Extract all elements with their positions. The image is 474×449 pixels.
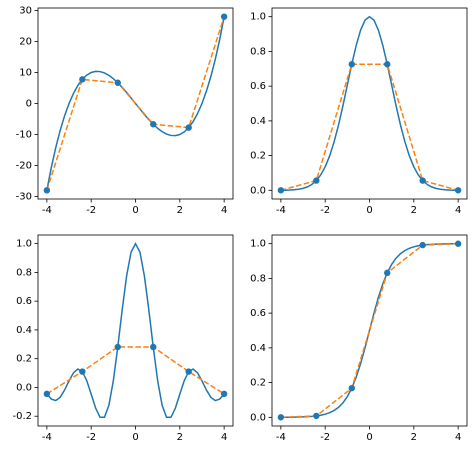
sample-point (419, 241, 426, 249)
curve (280, 242, 459, 419)
y-tick-label: -20 (16, 161, 32, 172)
curve (46, 16, 225, 191)
sample-point (313, 412, 320, 420)
curve (46, 242, 225, 419)
sample-point (185, 124, 192, 131)
sample-point (313, 177, 320, 184)
y-tick-label: 0.0 (250, 185, 266, 196)
sample-point (454, 187, 462, 194)
sample-point (43, 187, 51, 194)
y-tick-label: 0.8 (250, 273, 266, 284)
y-tick-label: 1.0 (250, 239, 266, 250)
y-tick-label: 0.0 (16, 382, 32, 393)
sample-point (277, 187, 285, 194)
subplot: -4 -2 0 2 4 -0.2 0.0 0.2 0.4 0.6 0.8 1.0 (12, 234, 234, 443)
subplot: -4 -2 0 2 4 0.0 0.2 0.4 0.6 0.8 1.0 (250, 7, 468, 216)
y-tick-label: 0.8 (16, 267, 32, 278)
x-tick-label: -4 (276, 205, 286, 216)
y-tick-label: 1.0 (16, 239, 32, 250)
y-tick-label: 0.6 (250, 81, 266, 92)
y-tick-label: 0.2 (16, 354, 32, 365)
axes-frame (271, 7, 468, 200)
sample-line (280, 63, 459, 191)
x-tick-label: -4 (42, 432, 52, 443)
y-tick-label: 20 (19, 36, 32, 47)
sample-point (454, 240, 462, 247)
sample-point (114, 79, 121, 86)
x-tick-label: 2 (177, 205, 183, 216)
sample-point (348, 384, 355, 392)
sample-line (46, 16, 225, 191)
y-tick-label: -10 (16, 130, 32, 141)
axes-frame (271, 234, 468, 427)
x-tick-label: 0 (366, 432, 372, 443)
y-tick-label: 30 (19, 5, 32, 16)
sample-point (348, 61, 355, 68)
y-tick-label: 0.6 (16, 296, 32, 307)
sample-point (114, 343, 121, 351)
x-tick-label: 2 (177, 432, 183, 443)
axes-frame (37, 7, 234, 200)
y-tick-label: 0 (26, 99, 32, 110)
y-tick-label: 0.2 (250, 378, 266, 389)
sample-point (384, 269, 391, 277)
y-tick-label: 10 (19, 67, 32, 78)
sample-point (277, 414, 285, 421)
x-tick-label: -2 (320, 205, 330, 216)
axes-frame (37, 234, 234, 427)
y-tick-label: -30 (16, 192, 32, 203)
y-tick-label: 0.4 (250, 343, 266, 354)
x-tick-label: -4 (276, 432, 286, 443)
sample-point (384, 61, 391, 68)
subplot: -4 -2 0 2 4 0.0 0.2 0.4 0.6 0.8 1.0 (250, 234, 468, 443)
curve (280, 15, 459, 192)
x-tick-label: 0 (132, 432, 138, 443)
x-tick-label: 2 (411, 205, 417, 216)
sample-point (220, 13, 228, 20)
x-tick-label: -2 (86, 205, 96, 216)
y-tick-label: 0.0 (250, 412, 266, 423)
y-tick-label: 0.4 (16, 325, 32, 336)
sample-line (46, 346, 225, 395)
sample-point (79, 76, 86, 83)
x-tick-label: -2 (86, 432, 96, 443)
sample-point (419, 177, 426, 184)
x-tick-label: 4 (455, 205, 461, 216)
x-tick-label: 2 (411, 432, 417, 443)
x-tick-label: 0 (366, 205, 372, 216)
sample-point (43, 390, 51, 398)
y-tick-label: 1.0 (250, 12, 266, 23)
sample-point (185, 368, 192, 375)
x-tick-label: 4 (221, 432, 227, 443)
y-tick-label: 0.6 (250, 308, 266, 319)
y-tick-label: 0.2 (250, 151, 266, 162)
x-tick-label: 4 (455, 432, 461, 443)
y-tick-label: 0.4 (250, 116, 266, 127)
sample-point (150, 343, 157, 351)
sample-point (79, 368, 86, 375)
x-tick-label: -4 (42, 205, 52, 216)
x-tick-label: 4 (221, 205, 227, 216)
y-tick-label: 0.8 (250, 46, 266, 57)
sample-point (220, 390, 228, 398)
sample-point (150, 121, 157, 128)
x-tick-label: -2 (320, 432, 330, 443)
x-tick-label: 0 (132, 205, 138, 216)
y-tick-label: -0.2 (12, 411, 32, 422)
